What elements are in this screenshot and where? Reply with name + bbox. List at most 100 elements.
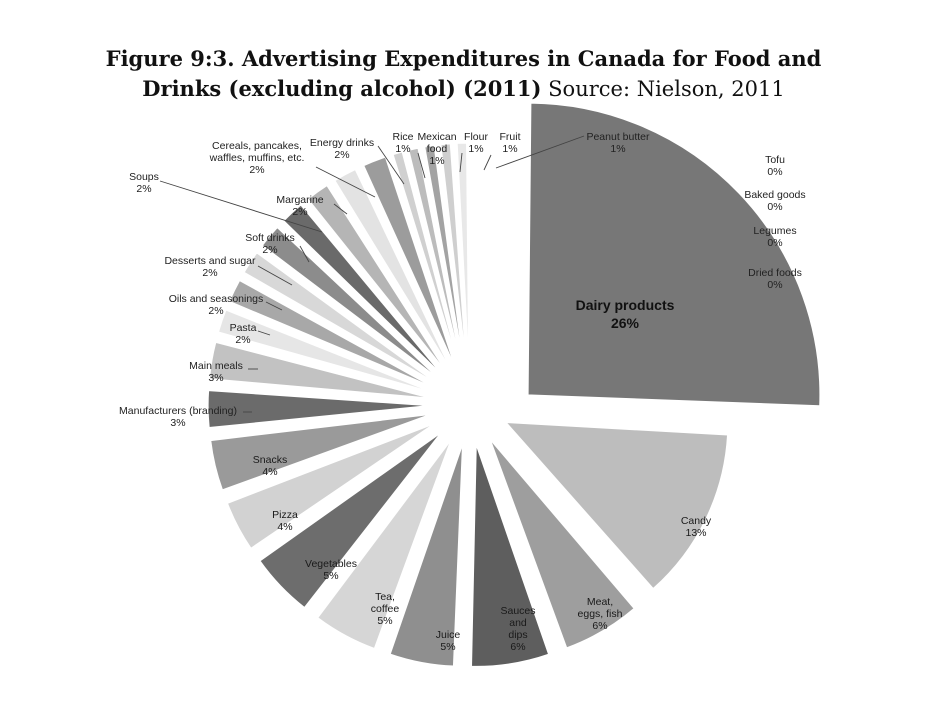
slice-name-sauces: and (509, 617, 527, 629)
slice-label-manufacturers: Manufacturers (branding) 3% (119, 405, 237, 429)
pie-slice-oils (228, 279, 435, 389)
slice-value-peanut: 1% (610, 143, 625, 155)
leader-line-desserts (257, 265, 293, 286)
slice-name-mainmeals: Main meals (189, 360, 243, 372)
slice-value-oils: 2% (208, 305, 223, 317)
pie-slice-pizza (226, 422, 435, 550)
slice-value-legumes: 0% (767, 237, 782, 249)
leader-line-soups (159, 180, 323, 233)
slice-label-flour: Flour 1% (464, 131, 488, 155)
slice-label-vegetables: Vegetables 5% (305, 558, 357, 582)
leader-line-pasta (257, 330, 271, 336)
slice-value-softdrinks: 2% (262, 244, 277, 256)
slice-label-soups: Soups 2% (129, 171, 159, 195)
leader-line-peanut (495, 135, 585, 169)
pie-slice-meat (489, 439, 636, 649)
leader-line-margarine (333, 203, 348, 215)
slice-name-softdrinks: Soft drinks (245, 232, 295, 244)
slice-name-flour: Flour (464, 131, 488, 143)
slice-value-flour: 1% (468, 143, 483, 155)
slice-name-pasta: Pasta (230, 322, 257, 334)
slice-value-desserts: 2% (202, 267, 217, 279)
slice-name-mexican: Mexican (417, 131, 456, 143)
slice-value-candy: 13% (685, 527, 706, 539)
pie-slice-pasta (217, 309, 433, 393)
slice-value-manufacturers: 3% (170, 417, 185, 429)
pie-slice-manufacturers (207, 389, 431, 429)
slice-value-juice: 5% (440, 641, 455, 653)
slice-value-tofu: 0% (767, 166, 782, 178)
slice-value-rice: 1% (395, 143, 410, 155)
slice-name-tofu: Tofu (765, 154, 785, 166)
leader-line-softdrinks (299, 245, 310, 263)
slice-name-rice: Rice (392, 131, 413, 143)
slice-name-candy: Candy (681, 515, 712, 527)
pie-slice-rice (392, 151, 460, 367)
leader-line-flour (459, 152, 463, 173)
pie-slice-cereals (333, 168, 452, 371)
slice-name-manufacturers: Manufacturers (branding) (119, 405, 237, 417)
slice-value-mexican: 1% (429, 155, 444, 167)
slice-label-baked: Baked goods 0% (744, 189, 805, 213)
slice-value-sauces: 6% (510, 641, 525, 653)
slice-value-pizza: 4% (277, 521, 292, 533)
pie-slice-softdrinks (261, 226, 440, 380)
slice-label-snacks: Snacks 4% (253, 454, 287, 478)
leader-line-fruit (483, 154, 492, 171)
chart-title-line1-text: Figure 9:3. Advertising Expenditures in … (105, 46, 822, 71)
slice-label-mexican: Mexican food 1% (417, 131, 456, 167)
slice-name-cereals: Cereals, pancakes, (212, 140, 302, 152)
slice-name-margarine: Margarine (276, 194, 323, 206)
slice-label-softdrinks: Soft drinks 2% (245, 232, 295, 256)
pie-slice-tea (316, 439, 452, 650)
pie-slice-fruit (440, 143, 467, 366)
slice-value-pasta: 2% (235, 334, 250, 346)
slice-label-peanut: Peanut butter 1% (586, 131, 650, 155)
slice-name-sauces: Sauces (500, 605, 535, 617)
slice-name-mexican: food (427, 143, 448, 155)
slice-name-soups: Soups (129, 171, 159, 183)
slice-label-tofu: Tofu 0% (765, 154, 785, 178)
pie-slice-mainmeals (208, 341, 431, 399)
slice-name-legumes: Legumes (753, 225, 796, 237)
pie-slice-peanut (456, 142, 470, 366)
leader-line-oils (265, 301, 283, 311)
leader-line-energy (377, 145, 405, 185)
slice-name-oils: Oils and seasonings (169, 293, 264, 305)
slice-label-mainmeals: Main meals 3% (189, 360, 243, 384)
slice-value-snacks: 4% (262, 466, 277, 478)
slice-value-baked: 0% (767, 201, 782, 213)
slice-name-juice: Juice (436, 629, 461, 641)
slice-value-cereals: 2% (249, 164, 264, 176)
slice-label-cereals: Cereals, pancakes, waffles, muffins, etc.… (209, 140, 305, 176)
slice-name-baked: Baked goods (744, 189, 805, 201)
slice-value-dairy: 26% (611, 315, 640, 331)
slice-label-pizza: Pizza 4% (272, 509, 298, 533)
pie-slice-soups (282, 204, 444, 377)
pie-slice-dairy (527, 102, 821, 407)
slice-value-soups: 2% (136, 183, 151, 195)
leader-line-cereals (315, 166, 376, 198)
pie-slice-margarine (307, 184, 448, 373)
slice-label-margarine: Margarine 2% (276, 194, 323, 218)
slice-name-tea: coffee (371, 603, 400, 615)
slice-label-juice: Juice 5% (436, 629, 461, 653)
pie-slice-juice (389, 444, 464, 667)
slice-label-candy: Candy 13% (681, 515, 712, 539)
slice-name-meat: Meat, (587, 596, 613, 608)
slice-label-dried: Dried foods 0% (748, 267, 802, 291)
slice-name-energy: Energy drinks (310, 137, 374, 149)
slice-label-oils: Oils and seasonings 2% (169, 293, 264, 317)
pie-slice-flour (424, 144, 465, 366)
slice-name-sauces: dips (508, 629, 527, 641)
slice-name-snacks: Snacks (253, 454, 287, 466)
pie-slice-desserts (243, 251, 437, 384)
slice-name-desserts: Desserts and sugar (164, 255, 256, 267)
slice-value-vegetables: 5% (323, 570, 338, 582)
chart-title: Figure 9:3. Advertising Expenditures in … (0, 44, 927, 104)
slice-name-tea: Tea, (375, 591, 395, 603)
slice-value-margarine: 2% (292, 206, 307, 218)
slice-name-cereals: waffles, muffins, etc. (209, 152, 305, 164)
slice-label-fruit: Fruit 1% (500, 131, 521, 155)
